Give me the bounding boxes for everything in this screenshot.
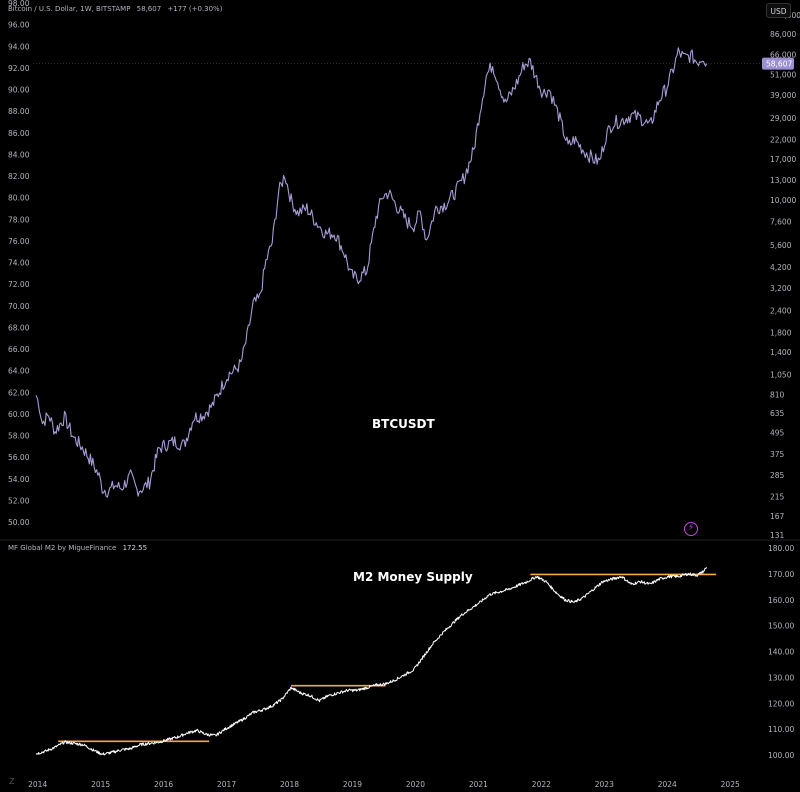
left-tick-label: 50.00 [8, 518, 30, 527]
price-tick-label: 86,000 [770, 30, 796, 39]
left-tick-label: 98.00 [8, 0, 30, 8]
left-tick-label: 68.00 [8, 323, 30, 332]
indicator-header[interactable]: MF Global M2 by MigueFinance 172.55 [8, 544, 147, 552]
m2-supply-line [35, 567, 708, 756]
last-price-badge-text: 58,607 [766, 60, 792, 69]
left-tick-label: 62.00 [8, 388, 30, 397]
price-tick-label: 13,000 [770, 176, 796, 185]
year-tick-label: 2019 [343, 780, 362, 789]
price-tick-label: 167 [770, 512, 785, 521]
support-lines [58, 573, 717, 743]
btc-price-line [35, 47, 708, 498]
year-tick-label: 2018 [280, 780, 299, 789]
year-tick-label: 2024 [658, 780, 677, 789]
left-tick-label: 82.00 [8, 172, 30, 181]
year-tick-label: 2021 [469, 780, 488, 789]
price-tick-label: 3,200 [770, 284, 792, 293]
left-tick-label: 70.00 [8, 302, 30, 311]
year-tick-label: 2020 [406, 780, 425, 789]
year-tick-label: 2015 [91, 780, 110, 789]
left-tick-label: 76.00 [8, 237, 30, 246]
m2-annotation: M2 Money Supply [353, 570, 473, 584]
left-tick-label: 78.00 [8, 215, 30, 224]
left-tick-label: 94.00 [8, 42, 30, 51]
price-tick-label: 22,000 [770, 135, 796, 144]
price-tick-label: 2,400 [770, 306, 792, 315]
price-tick-label: 635 [770, 409, 785, 418]
price-tick-label: 4,200 [770, 263, 792, 272]
left-tick-label: 74.00 [8, 259, 30, 268]
price-badges: 58,607 [33, 57, 794, 70]
m2-tick-label: 100.00 [768, 751, 794, 760]
indicator-title[interactable]: MF Global M2 by MigueFinance [8, 544, 117, 552]
left-tick-label: 88.00 [8, 107, 30, 116]
price-change: +177 (+0.30%) [167, 5, 223, 13]
left-tick-label: 66.00 [8, 345, 30, 354]
price-tick-label: 66,000 [770, 50, 796, 59]
series-lines [35, 47, 708, 756]
left-tick-label: 84.00 [8, 150, 30, 159]
left-tick-label: 56.00 [8, 453, 30, 462]
m2-tick-label: 150.00 [768, 622, 794, 631]
m2-tick-label: 170.00 [768, 570, 794, 579]
m2-tick-label: 130.00 [768, 673, 794, 682]
m2-tick-label: 180.00 [768, 544, 794, 553]
last-price: 58,607 [136, 5, 162, 13]
m2-tick-label: 120.00 [768, 699, 794, 708]
symbol-title[interactable]: Bitcoin / U.S. Dollar, 1W, BITSTAMP [8, 5, 131, 13]
m2-tick-label: 140.00 [768, 648, 794, 657]
left-axis: 98.00 96.00 94.00 92.00 90.00 88.00 86.00 84.00… [8, 0, 30, 527]
year-tick-label: 2023 [595, 780, 614, 789]
price-tick-label: 810 [770, 390, 785, 399]
left-tick-label: 60.00 [8, 410, 30, 419]
left-tick-label: 64.00 [8, 367, 30, 376]
btc-annotation: BTCUSDT [372, 417, 435, 431]
price-tick-label: 1,800 [770, 329, 792, 338]
symbol-header[interactable]: Bitcoin / U.S. Dollar, 1W, BITSTAMP 58,6… [8, 5, 222, 13]
price-tick-label: 1,400 [770, 348, 792, 357]
price-tick-label: 17,000 [770, 155, 796, 164]
price-tick-label: 51,000 [770, 70, 796, 79]
right-m2-axis[interactable]: 180.00 170.00 160.00 150.00 140.00 130.00 120.… [768, 544, 794, 760]
left-tick-label: 92.00 [8, 64, 30, 73]
year-tick-label: 2022 [532, 780, 551, 789]
m2-tick-label: 160.00 [768, 596, 794, 605]
left-tick-label: 72.00 [8, 280, 30, 289]
lightning-icon[interactable]: ⚡ [684, 522, 698, 536]
price-tick-label: 7,600 [770, 217, 792, 226]
price-tick-label: 5,600 [770, 241, 792, 250]
price-tick-label: 215 [770, 493, 785, 502]
price-tick-label: 375 [770, 450, 785, 459]
price-tick-label: 131 [770, 531, 785, 540]
right-price-axis[interactable]: 110,00086,00066,00051,00039,00029,00022,… [770, 11, 800, 540]
price-tick-label: 10,000 [770, 196, 796, 205]
currency-button[interactable]: USD [766, 3, 791, 18]
last-price-badge [762, 57, 794, 70]
indicator-value: 172.55 [122, 544, 148, 552]
left-tick-label: 54.00 [8, 475, 30, 484]
left-tick-label: 90.00 [8, 86, 30, 95]
m2-tick-label: 110.00 [768, 725, 794, 734]
price-tick-label: 39,000 [770, 91, 796, 100]
time-axis[interactable]: 2014 2015 2016 2017 2018 2019 2020 2021 2022 2023… [28, 780, 740, 789]
price-tick-label: 29,000 [770, 114, 796, 123]
left-tick-label: 86.00 [8, 129, 30, 138]
left-tick-label: 58.00 [8, 432, 30, 441]
left-tick-label: 80.00 [8, 194, 30, 203]
year-tick-label: 2017 [217, 780, 236, 789]
year-tick-label: 2025 [721, 780, 740, 789]
zoom-button[interactable]: Z [9, 777, 15, 786]
price-tick-label: 285 [770, 471, 785, 480]
year-tick-label: 2016 [154, 780, 173, 789]
price-tick-label: 495 [770, 428, 785, 437]
year-tick-label: 2014 [28, 780, 47, 789]
left-tick-label: 52.00 [8, 496, 30, 505]
left-tick-label: 96.00 [8, 21, 30, 30]
price-tick-label: 1,050 [770, 370, 792, 379]
